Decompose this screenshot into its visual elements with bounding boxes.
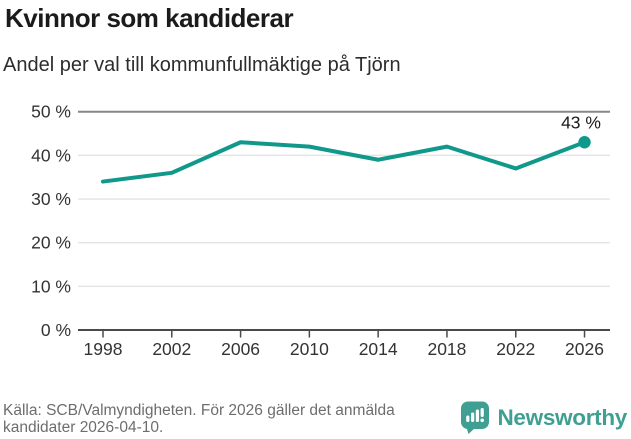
y-tick-label: 20 % <box>31 233 71 253</box>
x-tick-label: 2026 <box>565 339 604 359</box>
x-tick-label: 2018 <box>427 339 466 359</box>
x-tick-label: 2002 <box>152 339 191 359</box>
y-tick-label: 10 % <box>31 276 71 296</box>
line-chart: 0 % 10 % 20 % 30 % 40 % 50 % 1998 2002 2006 2010 2… <box>31 102 610 359</box>
brand-name: Newsworthy <box>497 404 627 430</box>
source-line-1: Källa: SCB/Valmyndigheten. För 2026 gäll… <box>3 402 395 419</box>
x-tick-label: 1998 <box>84 339 123 359</box>
y-tick-label: 0 % <box>41 320 71 340</box>
x-tick-label: 2006 <box>221 339 260 359</box>
source-note: Källa: SCB/Valmyndigheten. För 2026 gäll… <box>3 402 473 436</box>
y-tick-label: 50 % <box>31 102 71 122</box>
x-tick-label: 2022 <box>496 339 535 359</box>
bar-chart-speech-bubble-icon <box>461 401 490 434</box>
chart-subtitle: Andel per val till kommunfullmäktige på … <box>3 54 401 76</box>
source-line-2: kandidater 2026-04-10. <box>3 419 164 436</box>
chart-title: Kvinnor som kandiderar <box>5 3 294 33</box>
end-value-label: 43 % <box>561 112 601 132</box>
x-tick-label: 2014 <box>359 339 398 359</box>
x-tick-label: 2010 <box>290 339 329 359</box>
newsworthy-logo: Newsworthy <box>460 401 627 434</box>
end-point-dot <box>578 136 591 149</box>
y-tick-label: 30 % <box>31 189 71 209</box>
data-line <box>101 140 587 184</box>
y-tick-label: 40 % <box>31 145 71 165</box>
